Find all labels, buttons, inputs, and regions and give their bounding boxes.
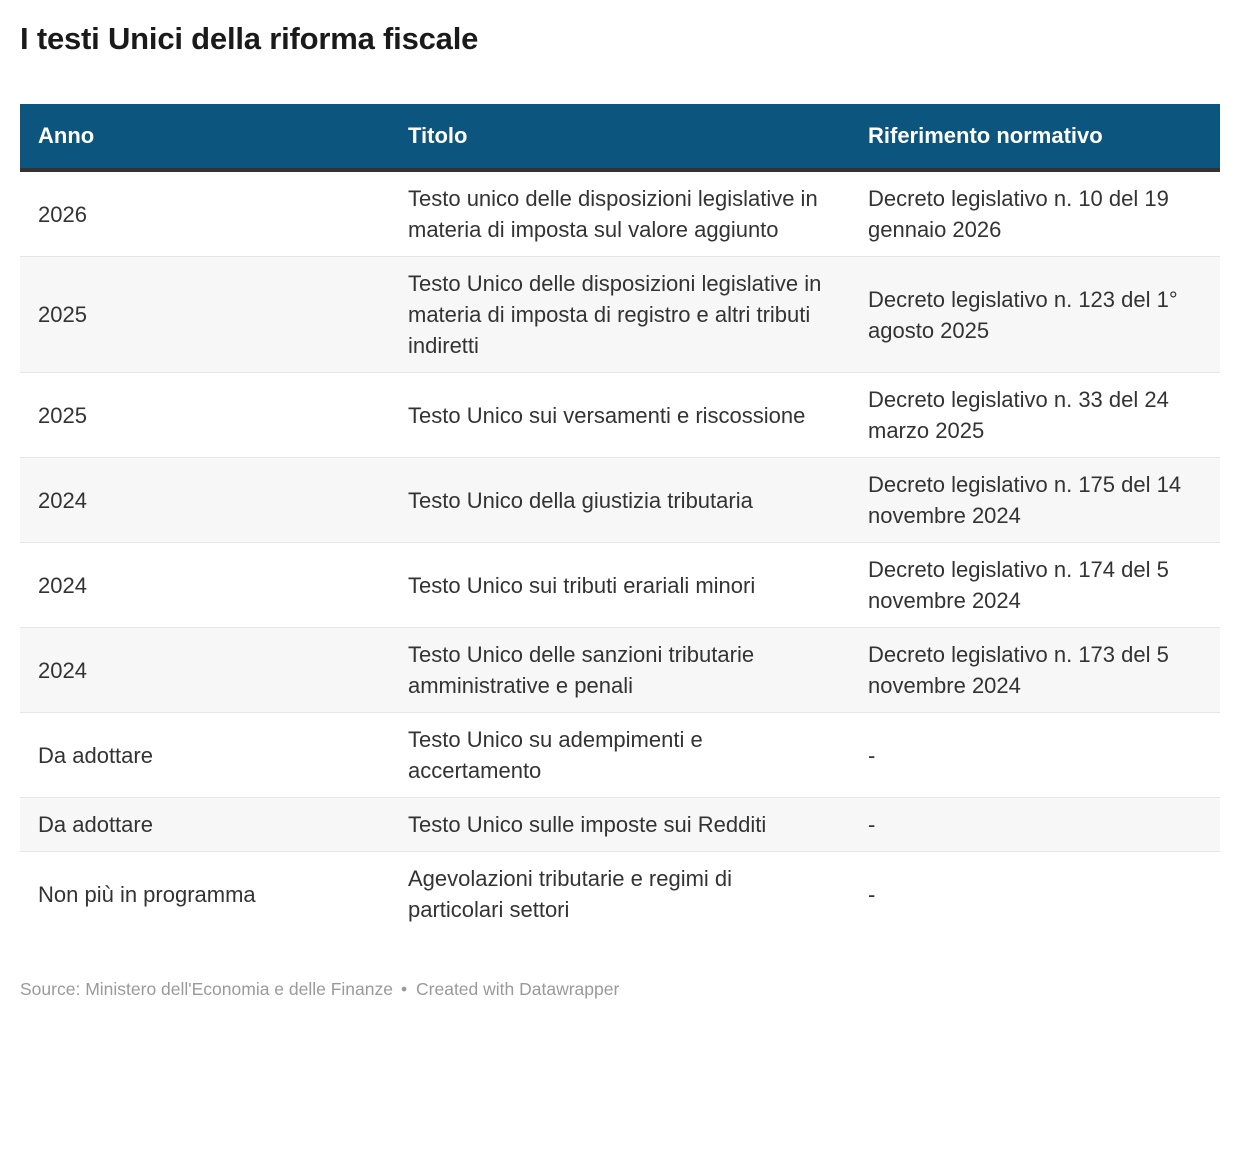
cell-riferimento: Decreto legislativo n. 173 del 5 novembr… <box>850 627 1220 713</box>
cell-anno: Da adottare <box>20 712 390 798</box>
cell-riferimento: - <box>850 797 1220 852</box>
table-row: 2025 Testo Unico sui versamenti e riscos… <box>20 372 1220 458</box>
cell-titolo: Testo Unico della giustizia tributaria <box>390 457 850 543</box>
table-header-row: Anno Titolo Riferimento normativo <box>20 104 1220 172</box>
table-header: Anno Titolo Riferimento normativo <box>20 104 1220 172</box>
column-header-riferimento: Riferimento normativo <box>850 104 1220 172</box>
cell-anno: 2024 <box>20 457 390 543</box>
cell-titolo: Testo unico delle disposizioni legislati… <box>408 186 818 242</box>
table-row: 2024 Testo Unico sui tributi erariali mi… <box>20 542 1220 628</box>
table-row: Da adottare Testo Unico sulle imposte su… <box>20 797 1220 852</box>
cell-titolo: Testo Unico sulle imposte sui Redditi <box>390 797 850 852</box>
table-row: Non più in programma Agevolazioni tribut… <box>20 851 1220 936</box>
cell-riferimento: Decreto legislativo n. 33 del 24 marzo 2… <box>850 372 1220 458</box>
cell-titolo: Testo Unico sui tributi erariali minori <box>390 542 850 628</box>
cell-riferimento: - <box>850 712 1220 798</box>
cell-anno: 2024 <box>20 542 390 628</box>
cell-titolo: Agevolazioni tributarie e regimi di part… <box>390 851 850 936</box>
table-row: 2026 Testo unico delle disposizioni legi… <box>20 170 1220 257</box>
table-body: 2026 Testo unico delle disposizioni legi… <box>20 170 1220 936</box>
cell-riferimento: Decreto legislativo n. 10 del 19 gennaio… <box>868 186 1169 242</box>
table-row: 2024 Testo Unico delle sanzioni tributar… <box>20 627 1220 713</box>
source-label: Source: <box>20 979 81 999</box>
table-row: 2025 Testo Unico delle disposizioni legi… <box>20 256 1220 373</box>
column-header-titolo: Titolo <box>390 104 850 172</box>
page-title: I testi Unici della riforma fiscale <box>20 21 479 56</box>
footer-separator: • <box>401 979 408 999</box>
source-text: Ministero dell'Economia e delle Finanze <box>85 979 393 999</box>
cell-titolo: Testo Unico delle sanzioni tributarie am… <box>390 627 850 713</box>
table-row: 2024 Testo Unico della giustizia tributa… <box>20 457 1220 543</box>
data-table: Anno Titolo Riferimento normativo 2026 T… <box>20 104 1220 936</box>
cell-anno: 2024 <box>20 627 390 713</box>
cell-anno: 2026 <box>38 201 87 227</box>
cell-riferimento: Decreto legislativo n. 174 del 5 novembr… <box>850 542 1220 628</box>
cell-titolo: Testo Unico sui versamenti e riscossione <box>390 372 850 458</box>
cell-riferimento: - <box>850 851 1220 936</box>
cell-titolo: Testo Unico su adempimenti e accertament… <box>390 712 850 798</box>
cell-anno: Da adottare <box>20 797 390 852</box>
chart-footer: Source: Ministero dell'Economia e delle … <box>20 978 1220 1000</box>
cell-anno: 2025 <box>20 256 390 373</box>
table-row: Da adottare Testo Unico su adempimenti e… <box>20 712 1220 798</box>
column-header-anno: Anno <box>20 104 390 172</box>
cell-riferimento: Decreto legislativo n. 123 del 1° agosto… <box>850 256 1220 373</box>
datawrapper-credit-link[interactable]: Created with Datawrapper <box>416 979 620 999</box>
cell-anno: 2025 <box>20 372 390 458</box>
cell-titolo: Testo Unico delle disposizioni legislati… <box>390 256 850 373</box>
cell-anno: Non più in programma <box>20 851 390 936</box>
cell-riferimento: Decreto legislativo n. 175 del 14 novemb… <box>850 457 1220 543</box>
